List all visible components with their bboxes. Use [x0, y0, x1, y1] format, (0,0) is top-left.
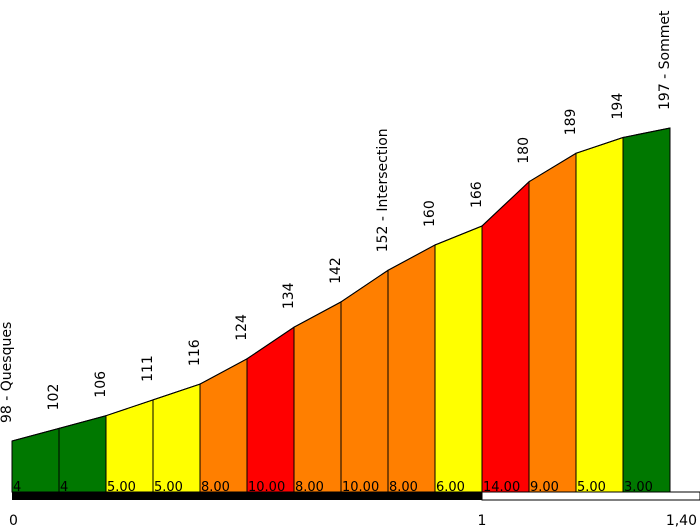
- grade-label: 3.00: [624, 480, 653, 495]
- elevation-label: 152 - Intersection: [375, 128, 391, 252]
- elevation-label: 142: [328, 257, 344, 284]
- elevation-label: 180: [516, 137, 532, 164]
- grade-label: 4: [13, 480, 21, 495]
- elevation-label: 124: [234, 314, 250, 341]
- profile-segments: [11, 127, 671, 493]
- elevation-label: 116: [187, 339, 203, 366]
- elevation-label: 98 - Quesques: [0, 322, 15, 423]
- elevation-label: 134: [281, 282, 297, 309]
- grade-label: 5.00: [154, 480, 183, 495]
- profile-segment: [575, 136, 624, 493]
- profile-segment: [434, 225, 483, 493]
- grade-label: 5.00: [107, 480, 136, 495]
- grade-label: 10.00: [342, 480, 379, 495]
- profile-outline: [11, 127, 671, 442]
- elevation-labels: 98 - Quesques 102 106 111 116 124 134 142 152 - …: [0, 10, 673, 423]
- elevation-label: 111: [140, 355, 156, 382]
- distance-tick-label: 1,40: [666, 513, 697, 529]
- distance-scale-bar: [12, 492, 482, 500]
- profile-segment: [246, 326, 295, 493]
- profile-segment: [340, 269, 389, 493]
- elevation-label: 197 - Sommet: [657, 10, 673, 110]
- distance-axis: 0 1 1,40: [9, 491, 700, 529]
- elevation-label: 106: [93, 371, 109, 398]
- profile-segment: [622, 127, 671, 493]
- grade-label: 5.00: [577, 480, 606, 495]
- grade-labels: 4 4 5.00 5.00 8.00 10.00 8.00 10.00 8.00 6.00 14.0…: [13, 480, 653, 495]
- distance-tick-label: 1: [478, 513, 487, 529]
- profile-segment: [293, 301, 342, 493]
- profile-line: [11, 127, 671, 442]
- distance-tick-label: 0: [9, 513, 18, 529]
- grade-label: 10.00: [248, 480, 285, 495]
- elevation-label: 189: [563, 109, 579, 136]
- profile-segment: [528, 152, 577, 493]
- elevation-label: 160: [422, 200, 438, 227]
- grade-label: 14.00: [483, 480, 520, 495]
- profile-segment: [481, 180, 530, 493]
- profile-segment: [387, 244, 436, 493]
- profile-segment: [199, 357, 248, 493]
- grade-label: 9.00: [530, 480, 559, 495]
- distance-scale-bar: [481, 491, 700, 501]
- grade-label: 6.00: [436, 480, 465, 495]
- grade-label: 8.00: [295, 480, 324, 495]
- profile-segment: [152, 383, 201, 493]
- elevation-label: 166: [469, 181, 485, 208]
- elevation-label: 102: [46, 384, 62, 411]
- grade-label: 8.00: [389, 480, 418, 495]
- grade-label: 4: [60, 480, 68, 495]
- grade-label: 8.00: [201, 480, 230, 495]
- elevation-label: 194: [610, 93, 626, 120]
